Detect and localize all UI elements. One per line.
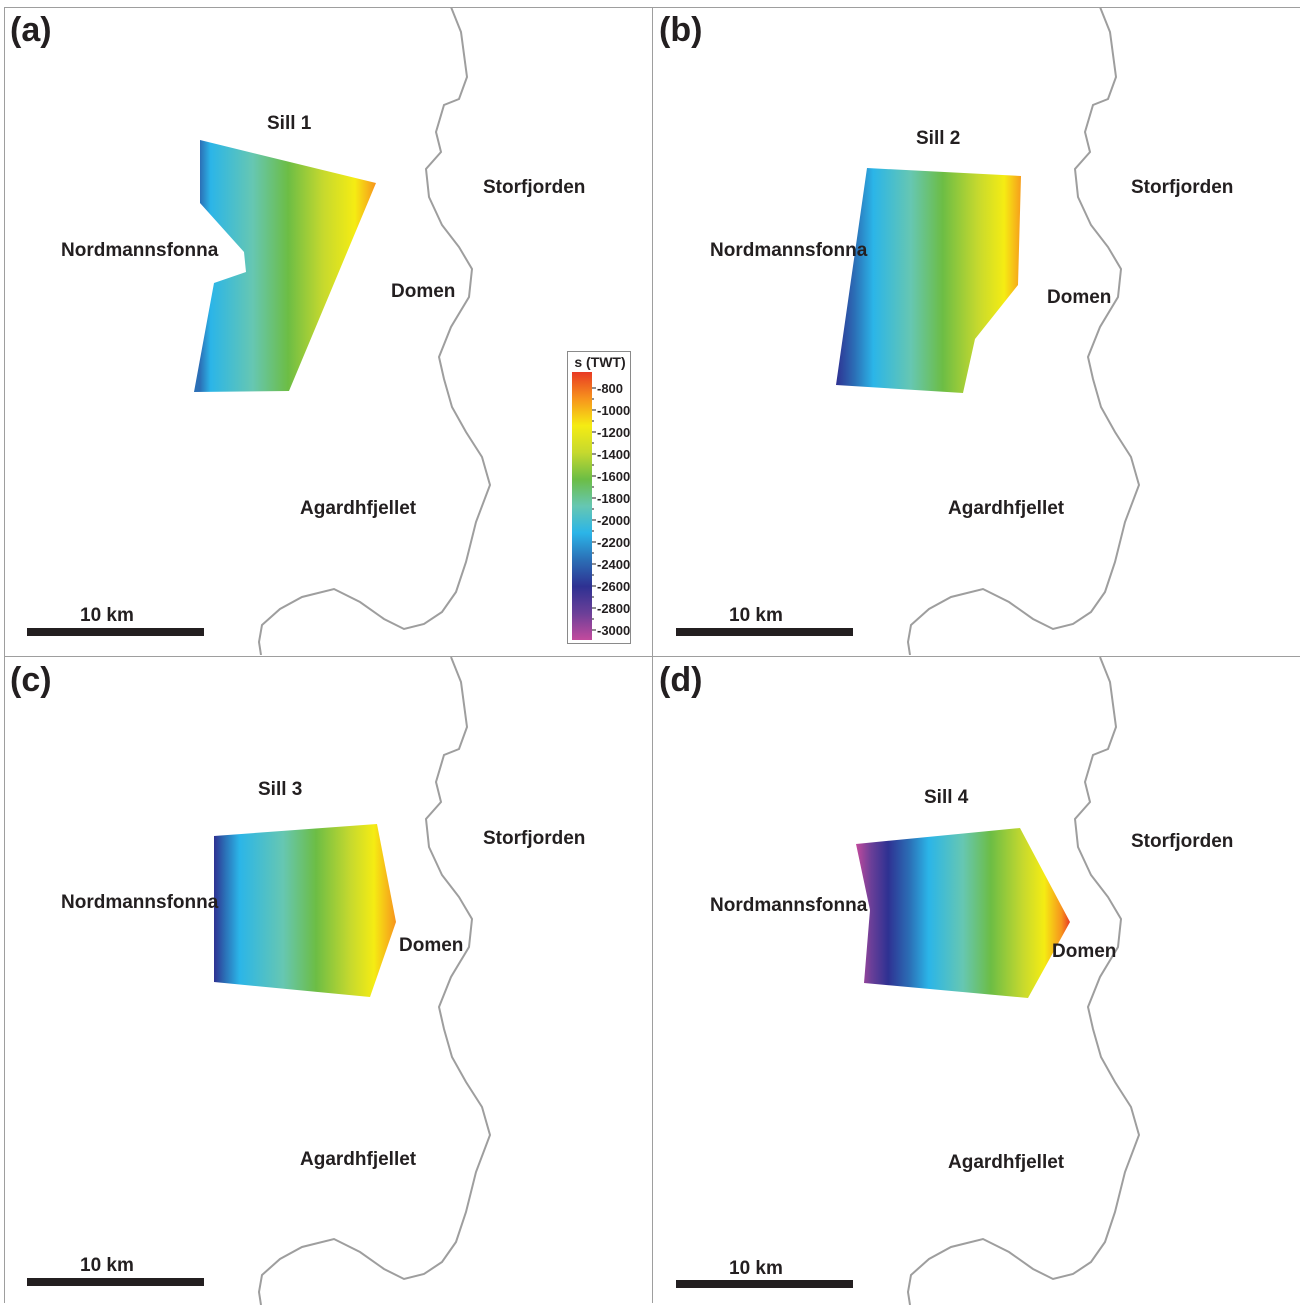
legend-tick-label: -1400 xyxy=(597,447,630,462)
sill-label: Sill 4 xyxy=(924,787,969,808)
place-label-nordmannsfonna: Nordmannsfonna xyxy=(61,240,219,261)
coastline xyxy=(906,7,1141,655)
scale-bar xyxy=(27,1278,204,1286)
scale-bar xyxy=(676,1280,853,1288)
legend-tick-label: -2000 xyxy=(597,513,630,528)
place-label-nordmannsfonna: Nordmannsfonna xyxy=(710,240,868,261)
panel-label: (d) xyxy=(659,661,703,699)
place-label-storfjorden: Storfjorden xyxy=(1131,831,1234,852)
legend-tick-label: -1600 xyxy=(597,469,630,484)
place-label-agardhfjellet: Agardhfjellet xyxy=(948,1152,1065,1173)
sill-surface xyxy=(856,828,1070,998)
frame-top xyxy=(4,7,1300,8)
map-canvas xyxy=(836,7,1141,655)
scale-label: 10 km xyxy=(80,605,134,626)
sill-surface xyxy=(194,140,376,392)
place-label-agardhfjellet: Agardhfjellet xyxy=(300,1149,417,1170)
color-legend: s (TWT) -800 -1000 -1200 -1400 -1600 -1800 -20… xyxy=(567,351,631,644)
map-canvas xyxy=(856,657,1141,1305)
place-label-domen: Domen xyxy=(1047,287,1112,308)
place-label-storfjorden: Storfjorden xyxy=(483,177,586,198)
place-label-agardhfjellet: Agardhfjellet xyxy=(948,498,1065,519)
scale-label: 10 km xyxy=(729,1258,783,1279)
legend-title: s (TWT) xyxy=(574,354,626,370)
legend-tick-label: -2400 xyxy=(597,557,630,572)
coastline xyxy=(257,657,492,1305)
map-panel-c: (c) Sill 3 Nordmannsfonna Storfjorden Do… xyxy=(4,657,652,1305)
place-label-agardhfjellet: Agardhfjellet xyxy=(300,498,417,519)
place-label-domen: Domen xyxy=(399,935,464,956)
scale-bar xyxy=(27,628,204,636)
legend-tick-label: -1000 xyxy=(597,403,630,418)
map-canvas xyxy=(214,657,492,1305)
legend-tick-label: -2200 xyxy=(597,535,630,550)
sill-label: Sill 1 xyxy=(267,113,312,134)
scale-label: 10 km xyxy=(729,605,783,626)
place-label-storfjorden: Storfjorden xyxy=(483,828,586,849)
map-panel-b: (b) Sill 2 Nordmannsfonna Storfjorden Do… xyxy=(653,7,1300,655)
sill-surface xyxy=(836,168,1021,393)
place-label-domen: Domen xyxy=(1052,941,1117,962)
map-panel-d: (d) Sill 4 Nordmannsfonna Storfjorden Do… xyxy=(653,657,1300,1305)
divider-horizontal xyxy=(4,656,1300,657)
map-canvas xyxy=(194,7,492,655)
legend-tick-label: -1200 xyxy=(597,425,630,440)
legend-tick-label: -3000 xyxy=(597,623,630,638)
legend-tick-label: -2600 xyxy=(597,579,630,594)
map-panel-a: (a) Sill 1 Nordmannsfonna Storfjorden Do… xyxy=(4,7,652,655)
scale-label: 10 km xyxy=(80,1255,134,1276)
scale-bar xyxy=(676,628,853,636)
legend-color-bar xyxy=(572,372,592,640)
sill-label: Sill 3 xyxy=(258,779,303,800)
frame-left xyxy=(4,7,5,1303)
place-label-domen: Domen xyxy=(391,281,456,302)
place-label-nordmannsfonna: Nordmannsfonna xyxy=(61,892,219,913)
legend-graphic: -800 -1000 -1200 -1400 -1600 -1800 -2000 -2200 -… xyxy=(572,372,630,640)
divider-vertical xyxy=(652,7,653,1303)
legend-tick-label: -1800 xyxy=(597,491,630,506)
panel-label: (c) xyxy=(10,661,52,699)
place-label-storfjorden: Storfjorden xyxy=(1131,177,1234,198)
sill-surface xyxy=(214,824,396,997)
legend-tick-label: -800 xyxy=(597,381,623,396)
legend-tick-label: -2800 xyxy=(597,601,630,616)
sill-label: Sill 2 xyxy=(916,128,961,149)
coastline xyxy=(906,657,1141,1305)
place-label-nordmannsfonna: Nordmannsfonna xyxy=(710,895,868,916)
panel-label: (a) xyxy=(10,11,52,49)
panel-label: (b) xyxy=(659,11,703,49)
coastline xyxy=(257,7,492,655)
